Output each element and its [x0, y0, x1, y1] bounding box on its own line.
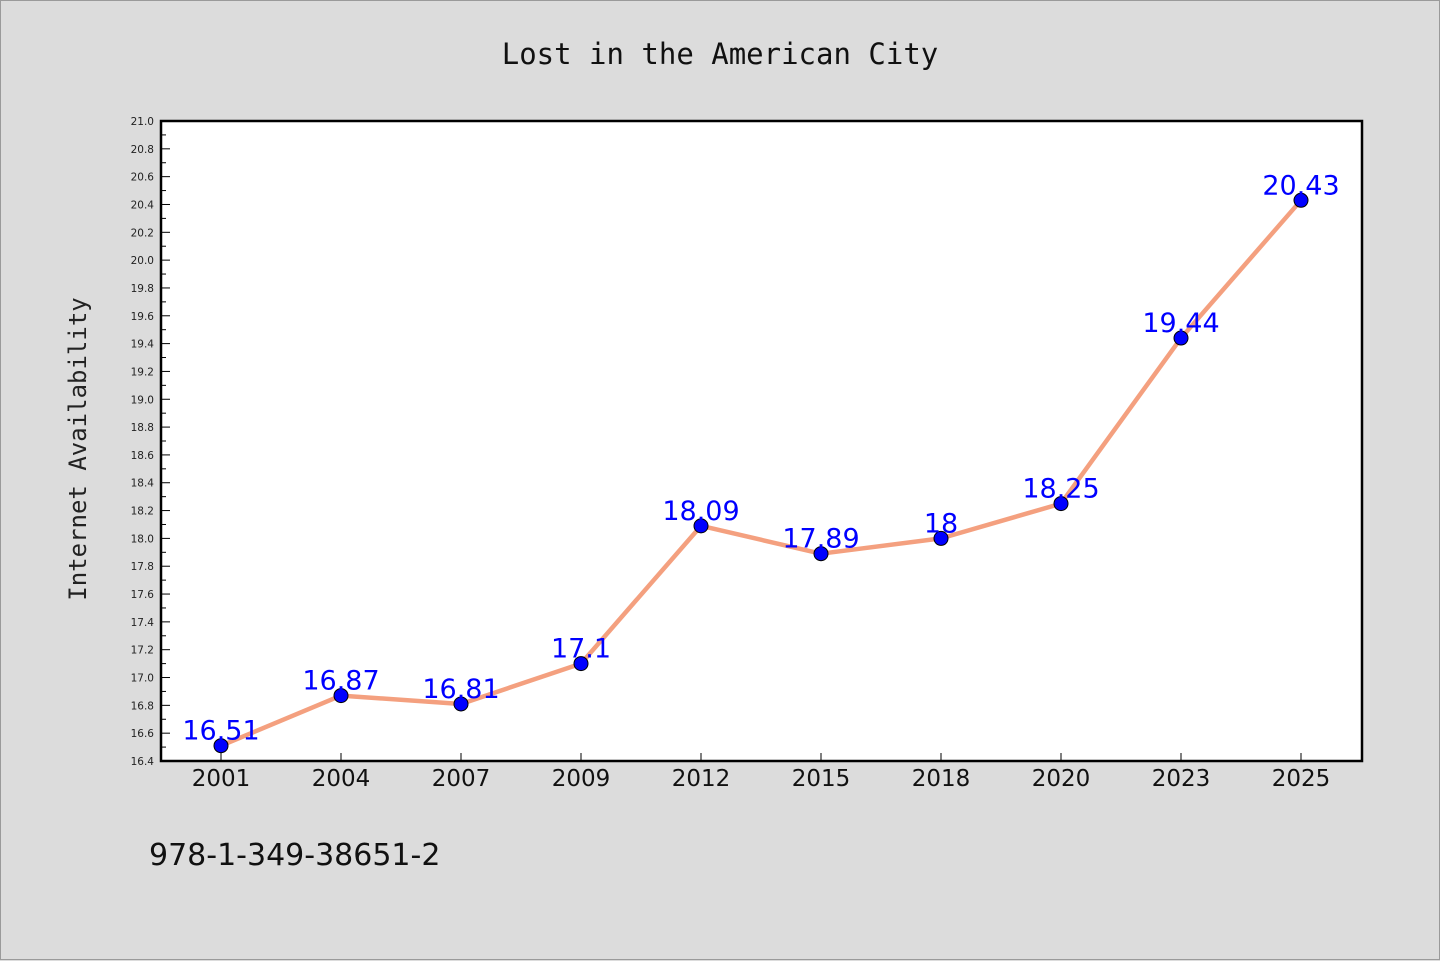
data-label: 16.51: [182, 716, 259, 747]
data-point: [213, 738, 229, 754]
plot-frame: [159, 119, 1364, 763]
y-tick-label: 19.0: [131, 394, 154, 406]
x-tick-label: 2018: [912, 766, 971, 792]
y-tick-label: 20.6: [131, 172, 155, 184]
data-points: [213, 192, 1309, 754]
y-tick-label: 21.0: [131, 116, 154, 128]
y-tick-label: 19.8: [131, 283, 154, 295]
y-tick-label: 16.6: [131, 728, 155, 740]
data-labels: 16.51 16.87 16.81 17.1 18.09 17.89 18 18.25 19.4…: [182, 170, 1339, 746]
y-tick-label: 20.4: [131, 199, 155, 211]
y-tick-label: 16.8: [131, 700, 154, 712]
chart-title: Lost in the American City: [502, 37, 939, 71]
series-line: [218, 198, 1304, 748]
x-tick-label: 2015: [792, 766, 851, 792]
x-tick-label: 2020: [1032, 766, 1091, 792]
data-point: [1293, 192, 1309, 208]
data-label: 17.89: [782, 524, 859, 555]
x-tick-label: 2023: [1152, 766, 1211, 792]
data-point: [933, 530, 949, 546]
data-point: [693, 518, 709, 534]
x-tick-label: 2025: [1272, 766, 1331, 792]
y-tick-label: 17.0: [131, 673, 154, 685]
y-tick-label: 17.4: [131, 617, 155, 629]
x-tick-label: 2007: [432, 766, 491, 792]
y-tick-label: 20.0: [131, 255, 154, 267]
data-point: [813, 546, 829, 562]
data-label: 16.87: [302, 666, 379, 697]
y-tick-label: 19.6: [131, 311, 155, 323]
data-point: [573, 656, 589, 672]
data-point: [1173, 330, 1189, 346]
y-tick-label: 17.2: [131, 645, 154, 657]
data-point: [1053, 496, 1069, 512]
x-tick-label: 2001: [192, 766, 251, 792]
x-tick-label: 2009: [552, 766, 611, 792]
data-label: 18: [924, 508, 958, 539]
y-ticks: 16.4 16.6 16.8 17.0 17.2 17.4 17.6 17.8 18.0 18.2…: [131, 116, 170, 768]
y-tick-label: 17.8: [131, 561, 154, 573]
footer-isbn: 978-1-349-38651-2: [149, 838, 440, 873]
series-line-group: [218, 198, 1304, 748]
data-label: 17.1: [551, 634, 611, 665]
x-ticks: 2001 2004 2007 2009 2012 2015 2018 2020 2023 2025: [192, 753, 1331, 792]
y-tick-label: 19.2: [131, 366, 154, 378]
data-point: [333, 688, 349, 704]
y-tick-label: 16.4: [131, 756, 155, 768]
y-tick-label: 18.4: [131, 478, 155, 490]
y-tick-label: 18.0: [131, 533, 154, 545]
y-tick-label: 18.2: [131, 506, 154, 518]
y-axis-label: Internet Availability: [64, 297, 92, 600]
plot-area: [161, 121, 1362, 761]
y-tick-label: 20.2: [131, 227, 154, 239]
y-tick-label: 18.6: [131, 450, 155, 462]
x-tick-label: 2012: [672, 766, 731, 792]
data-label: 19.44: [1142, 308, 1219, 339]
x-tick-label: 2004: [312, 766, 371, 792]
y-tick-label: 19.4: [131, 339, 155, 351]
data-label: 20.43: [1262, 170, 1339, 201]
data-label: 18.09: [662, 496, 739, 527]
data-label: 18.25: [1022, 474, 1099, 505]
data-point: [453, 696, 469, 712]
y-tick-label: 20.8: [131, 144, 154, 156]
y-tick-label: 17.6: [131, 589, 155, 601]
data-label: 16.81: [422, 674, 499, 705]
y-tick-label: 18.8: [131, 422, 154, 434]
